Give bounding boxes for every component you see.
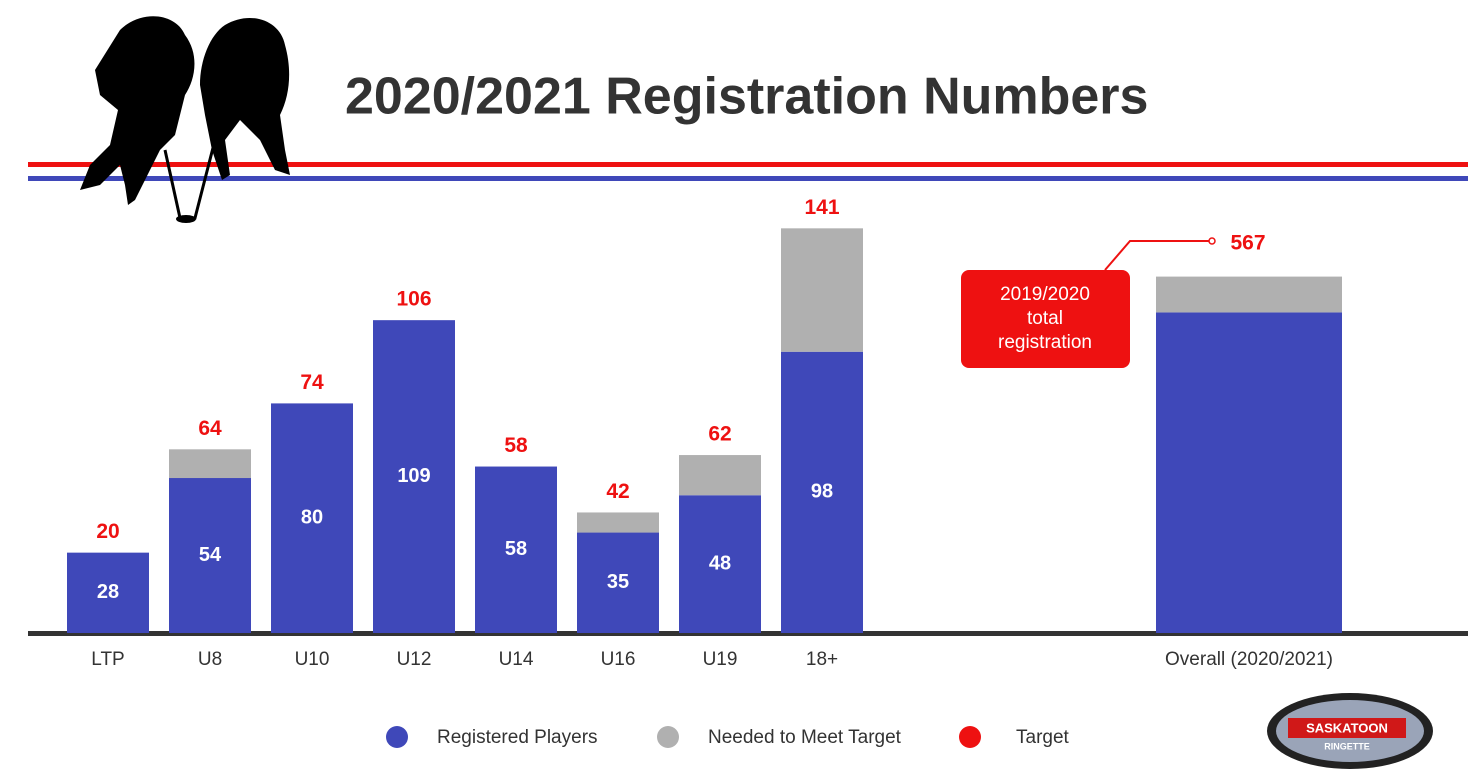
- logo-text: SASKATOON: [1306, 720, 1388, 735]
- registered-label: 80: [301, 506, 323, 528]
- needed-bar: [1156, 276, 1342, 313]
- registered-label: 54: [199, 544, 222, 566]
- x-tick-label: U16: [601, 649, 636, 670]
- legend-label: Target: [1016, 727, 1070, 748]
- x-tick-label: LTP: [91, 649, 124, 670]
- callout-text: registration: [998, 332, 1092, 353]
- target-label: 74: [300, 371, 324, 394]
- registered-bar: [373, 320, 455, 633]
- needed-bar: [679, 455, 761, 496]
- blue-stripe: [28, 176, 1468, 181]
- legend-label: Registered Players: [437, 727, 598, 748]
- target-label: 62: [708, 423, 731, 446]
- target-label: 106: [396, 288, 431, 311]
- legend-swatch: [959, 726, 981, 748]
- registered-bar: [67, 552, 149, 633]
- target-label: 141: [804, 196, 839, 219]
- x-tick-label: 18+: [806, 649, 838, 670]
- logo-subtext: RINGETTE: [1324, 741, 1370, 751]
- callout-line: [1104, 240, 1210, 271]
- needed-bar: [781, 228, 863, 352]
- registered-label: 98: [811, 481, 833, 503]
- registered-label: 48: [709, 552, 731, 574]
- x-tick-label: Overall (2020/2021): [1165, 649, 1333, 670]
- target-label: 42: [606, 480, 629, 503]
- baseline: [28, 631, 1468, 636]
- x-tick-label: U19: [703, 649, 738, 670]
- registered-bar: [1156, 312, 1342, 633]
- chart-title: 2020/2021 Registration Numbers: [345, 68, 1148, 126]
- registered-label: 28: [97, 581, 119, 603]
- callout-box: [961, 270, 1130, 368]
- red-stripe: [28, 162, 1468, 167]
- needed-bar: [169, 449, 251, 479]
- player-silhouette: [200, 17, 290, 180]
- legend-swatch: [657, 726, 679, 748]
- registered-label: 58: [505, 538, 527, 560]
- registered-bar: [271, 403, 353, 633]
- target-label: 64: [198, 417, 222, 440]
- registered-bar: [577, 532, 659, 633]
- registered-label: 35: [607, 571, 629, 593]
- callout-dot: [1208, 237, 1216, 245]
- player-silhouette: [80, 16, 195, 206]
- registered-bar: [169, 478, 251, 633]
- callout-text: total: [1027, 308, 1063, 329]
- legend-label: Needed to Meet Target: [708, 727, 902, 748]
- x-tick-label: U14: [499, 649, 534, 670]
- target-label: 58: [504, 434, 528, 457]
- x-tick-label: U10: [295, 649, 330, 670]
- registered-label: 109: [397, 465, 430, 487]
- x-tick-label: U12: [397, 649, 432, 670]
- ring: [176, 215, 196, 223]
- target-label: 567: [1230, 232, 1265, 255]
- registered-bar: [679, 495, 761, 633]
- needed-bar: [577, 512, 659, 533]
- registered-bar: [475, 466, 557, 633]
- logo: SASKATOON RINGETTE: [1267, 693, 1433, 769]
- legend-swatch: [386, 726, 408, 748]
- logo-band: [1288, 718, 1406, 738]
- callout-text: 2019/2020: [1000, 284, 1090, 305]
- header-decoration: [28, 16, 1468, 223]
- registered-bar: [781, 351, 863, 633]
- target-label: 20: [96, 520, 119, 543]
- x-tick-label: U8: [198, 649, 222, 670]
